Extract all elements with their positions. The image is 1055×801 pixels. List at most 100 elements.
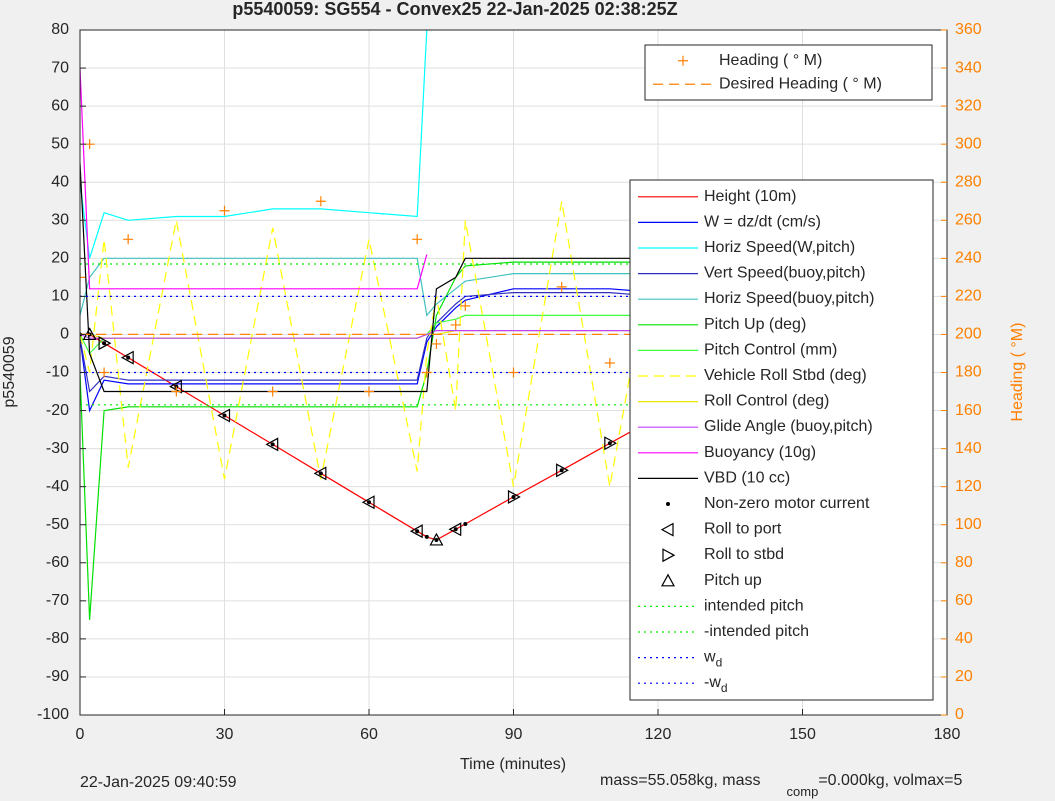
- y-tick-label: -60: [46, 554, 69, 571]
- marker: [431, 338, 442, 349]
- legend-label-text: Vehicle Roll Stbd (deg): [704, 367, 867, 384]
- marker: [511, 494, 516, 499]
- marker: [120, 350, 134, 365]
- marker: [367, 500, 371, 505]
- marker: [559, 468, 564, 473]
- legend-box: [629, 179, 934, 701]
- y2-tick-label: 300: [955, 135, 982, 152]
- y2-tick-label: 160: [955, 402, 982, 419]
- legend-label: Height (10m): [704, 188, 796, 205]
- y2-tick-label: 200: [955, 326, 982, 343]
- y-tick-label: 40: [51, 173, 69, 190]
- marker: [102, 341, 107, 346]
- footer-mass-rest: =0.000kg, volmax=5: [818, 772, 962, 789]
- legend-label-text: Horiz Speed(buoy,pitch): [704, 290, 874, 307]
- y2-tick-label: 180: [955, 364, 982, 381]
- marker: [219, 205, 230, 216]
- marker: [217, 408, 231, 423]
- marker: [98, 336, 112, 351]
- legend-label: Horiz Speed(W,pitch): [704, 239, 855, 256]
- y2-tick-label: 340: [955, 59, 982, 76]
- legend: Heading ( ° M) Desired Heading ( ° M) Heig…: [629, 44, 934, 701]
- marker: [508, 367, 519, 378]
- y2-tick-label: 80: [955, 554, 973, 571]
- y2-tick-label: 60: [955, 592, 973, 609]
- legend-label-text: Horiz Speed(W,pitch): [704, 239, 855, 256]
- legend-label: -wd: [704, 674, 728, 695]
- marker: [412, 234, 423, 245]
- legend-box: [644, 44, 933, 101]
- legend-label: Vehicle Roll Stbd (deg): [704, 367, 867, 384]
- legend-label-text: VBD (10 cc): [704, 470, 790, 487]
- legend-label-text: -intended pitch: [704, 623, 809, 640]
- y2-tick-label: 280: [955, 173, 982, 190]
- y-tick-label: -40: [46, 478, 69, 495]
- marker: [434, 537, 439, 542]
- legend-label: -intended pitch: [704, 623, 809, 640]
- marker: [270, 442, 275, 447]
- marker: [429, 532, 444, 546]
- x-tick-label: 180: [934, 726, 961, 743]
- x-tick-label: 30: [216, 726, 234, 743]
- marker: [607, 441, 612, 446]
- legend-label-text: Pitch Control (mm): [704, 342, 837, 359]
- marker: [666, 502, 670, 506]
- y2-tick-label: 240: [955, 250, 982, 267]
- legend-label-text: Height (10m): [704, 188, 796, 205]
- legend-label: Roll to stbd: [704, 546, 784, 563]
- y2-tick-label: 0: [955, 706, 964, 723]
- marker: [265, 437, 279, 452]
- marker: [507, 489, 521, 504]
- legend-label-text: Desired Heading ( ° M): [719, 75, 882, 92]
- marker: [171, 386, 182, 397]
- footer-mass-sub: comp: [787, 784, 819, 799]
- legend-label: Roll Control (deg): [704, 393, 829, 410]
- y-tick-label: -30: [46, 440, 69, 457]
- legend-label-text: Roll to stbd: [704, 546, 784, 563]
- footer-mass-text: mass=55.058kg, mass: [600, 772, 761, 789]
- marker: [660, 522, 674, 537]
- y-tick-label: -90: [46, 668, 69, 685]
- y-tick-label: 50: [51, 135, 69, 152]
- marker: [80, 272, 85, 283]
- x-tick-label: 150: [789, 726, 816, 743]
- y-axis-label: p5540059: [1, 336, 18, 407]
- y2-tick-label: 140: [955, 440, 982, 457]
- legend-label-text: -w: [704, 674, 721, 691]
- marker: [126, 355, 131, 360]
- marker: [409, 524, 423, 539]
- legend-label: Pitch Up (deg): [704, 316, 806, 333]
- y-tick-label: -50: [46, 516, 69, 533]
- marker: [463, 521, 468, 526]
- marker: [421, 367, 432, 378]
- marker: [318, 471, 323, 476]
- marker: [84, 139, 95, 150]
- x-tick-label: 60: [360, 726, 378, 743]
- marker: [604, 436, 618, 451]
- y-tick-label: -80: [46, 630, 69, 647]
- legend-label: Pitch up: [704, 572, 762, 589]
- legend-label-text: Roll to port: [704, 521, 782, 538]
- legend-label: Roll to port: [704, 521, 782, 538]
- legend-label: VBD (10 cc): [704, 470, 790, 487]
- chart-title: p5540059: SG554 - Convex25 22-Jan-2025 0…: [232, 0, 677, 19]
- legend-label-sub: d: [716, 656, 723, 670]
- series-line: [80, 68, 428, 290]
- marker: [415, 529, 420, 534]
- legend-label-text: intended pitch: [704, 598, 804, 615]
- legend-label: W = dz/dt (cm/s): [704, 214, 821, 231]
- y2-tick-label: 360: [955, 21, 982, 38]
- y-tick-label: -20: [46, 402, 69, 419]
- y2-tick-label: 220: [955, 288, 982, 305]
- marker: [453, 527, 458, 532]
- y-tick-label: 0: [60, 326, 69, 343]
- y2-tick-label: 40: [955, 630, 973, 647]
- y2-axis-label: Heading ( °M): [1009, 323, 1026, 422]
- footer-date: 22-Jan-2025 09:40:59: [80, 774, 237, 791]
- legend-label-text: Buoyancy (10g): [704, 444, 816, 461]
- y-tick-label: 10: [51, 288, 69, 305]
- marker: [460, 300, 471, 311]
- legend-label-text: Roll Control (deg): [704, 393, 829, 410]
- legend-label: Pitch Control (mm): [704, 342, 837, 359]
